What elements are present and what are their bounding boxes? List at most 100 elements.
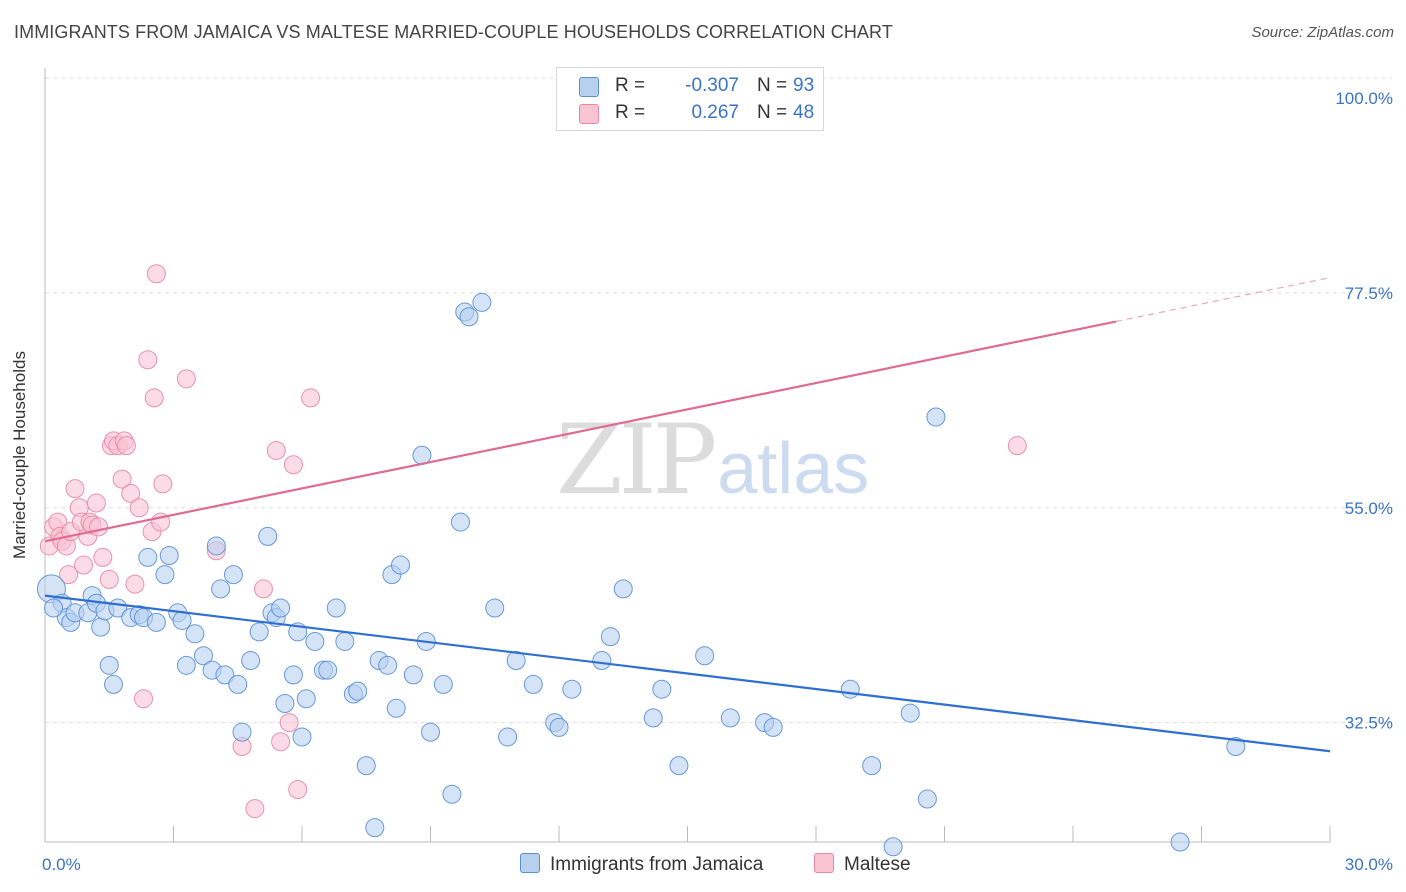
- jamaica-point: [146, 612, 166, 632]
- jamaica-point: [433, 674, 453, 694]
- jamaica-point: [91, 617, 111, 637]
- maltese-point: [146, 264, 166, 284]
- jamaica-point: [883, 837, 903, 857]
- correlation-legend: R = -0.307 N = 93 R = 0.267 N = 48: [556, 67, 824, 131]
- jamaica-point: [386, 698, 406, 718]
- jamaica-point: [498, 727, 518, 747]
- jamaica-point: [348, 681, 368, 701]
- jamaica-point: [472, 292, 492, 312]
- jamaica-point: [305, 631, 325, 651]
- maltese-point: [93, 547, 113, 567]
- jamaica-point: [185, 624, 205, 644]
- jamaica-point: [391, 555, 411, 575]
- legend-r-value: -0.307: [685, 75, 739, 96]
- jamaica-point: [549, 717, 569, 737]
- jamaica-point: [695, 646, 715, 666]
- jamaica-point: [249, 622, 269, 642]
- maltese-point: [176, 369, 196, 389]
- jamaica-point: [326, 598, 346, 618]
- y-tick-label: 100.0%: [1335, 89, 1393, 108]
- x-tick-label: 30.0%: [1345, 855, 1393, 874]
- maltese-point: [125, 574, 145, 594]
- legend-r-value: 0.267: [691, 102, 739, 123]
- jamaica-point: [1226, 737, 1246, 756]
- legend-n-value: 48: [793, 102, 815, 123]
- jamaica-point: [206, 536, 226, 556]
- jamaica-point: [840, 679, 860, 699]
- jamaica-point: [403, 665, 423, 685]
- x-tick-label: 0.0%: [42, 855, 81, 874]
- maltese-point: [279, 713, 299, 733]
- maltese-point: [266, 440, 286, 460]
- legend-item-maltese: Maltese: [814, 853, 911, 876]
- maltese-point: [65, 479, 85, 499]
- jamaica-point: [356, 756, 376, 776]
- maltese-point: [121, 483, 141, 503]
- jamaica-point: [1170, 832, 1190, 852]
- legend-n-value: 93: [793, 75, 815, 96]
- maltese-point: [144, 388, 164, 408]
- jamaica-point: [643, 708, 663, 728]
- maltese-point: [245, 799, 265, 819]
- maltese-point: [86, 493, 106, 513]
- maltese-point: [74, 555, 94, 575]
- jamaica-point: [652, 679, 672, 699]
- maltese-point: [288, 779, 308, 799]
- jamaica-point: [365, 818, 385, 838]
- chart-title: IMMIGRANTS FROM JAMAICA VS MALTESE MARRI…: [14, 22, 893, 42]
- maltese-point: [116, 436, 136, 456]
- maltese-point: [153, 474, 173, 494]
- jamaica-point: [485, 598, 505, 618]
- jamaica-point: [669, 756, 689, 776]
- jamaica-point: [335, 631, 355, 651]
- jamaica-point: [592, 651, 612, 671]
- legend-swatch-maltese: [814, 853, 834, 873]
- jamaica-point: [523, 674, 543, 694]
- jamaica-point: [900, 703, 920, 723]
- legend-n-label: N =: [757, 102, 788, 123]
- maltese-point: [59, 565, 79, 585]
- maltese-point: [112, 469, 132, 489]
- jamaica-point: [283, 665, 303, 685]
- maltese-point: [138, 350, 158, 370]
- jamaica-point: [176, 655, 196, 675]
- jamaica-point: [275, 694, 295, 714]
- jamaica-point: [223, 565, 243, 585]
- jamaica-point: [292, 727, 312, 747]
- jamaica-point: [450, 512, 470, 532]
- jamaica-point: [211, 579, 231, 599]
- jamaica-point: [271, 598, 291, 618]
- jamaica-point: [172, 610, 192, 630]
- maltese-point: [253, 579, 273, 599]
- maltese-point: [134, 689, 154, 709]
- legend-swatch-jamaica: [520, 853, 540, 873]
- maltese-point: [129, 498, 149, 518]
- legend-item-jamaica: Immigrants from Jamaica: [520, 853, 763, 876]
- jamaica-point: [155, 565, 175, 585]
- jamaica-point: [318, 660, 338, 680]
- legend-label-jamaica: Immigrants from Jamaica: [550, 854, 764, 875]
- jamaica-point: [159, 546, 179, 565]
- legend-swatch-maltese: [579, 104, 599, 124]
- jamaica-point: [138, 547, 158, 567]
- trend-line-jamaica: [44, 594, 1331, 753]
- jamaica-point: [613, 579, 633, 599]
- legend-label-maltese: Maltese: [844, 854, 911, 875]
- jamaica-point: [232, 722, 252, 742]
- y-tick-label: 32.5%: [1345, 714, 1393, 733]
- jamaica-point: [421, 722, 440, 742]
- jamaica-point: [215, 665, 235, 685]
- maltese-point: [271, 732, 291, 752]
- jamaica-point: [104, 674, 124, 694]
- jamaica-point: [193, 646, 213, 666]
- source-label: Source: ZipAtlas.com: [1251, 24, 1394, 41]
- legend-r-label: R =: [615, 102, 646, 123]
- trend-line-maltese-extension: [1115, 277, 1331, 323]
- maltese-point: [301, 388, 321, 408]
- jamaica-point: [459, 307, 479, 327]
- jamaica-point: [506, 651, 526, 671]
- jamaica-point: [296, 689, 316, 709]
- jamaica-point: [378, 655, 398, 675]
- y-tick-label: 55.0%: [1345, 499, 1393, 518]
